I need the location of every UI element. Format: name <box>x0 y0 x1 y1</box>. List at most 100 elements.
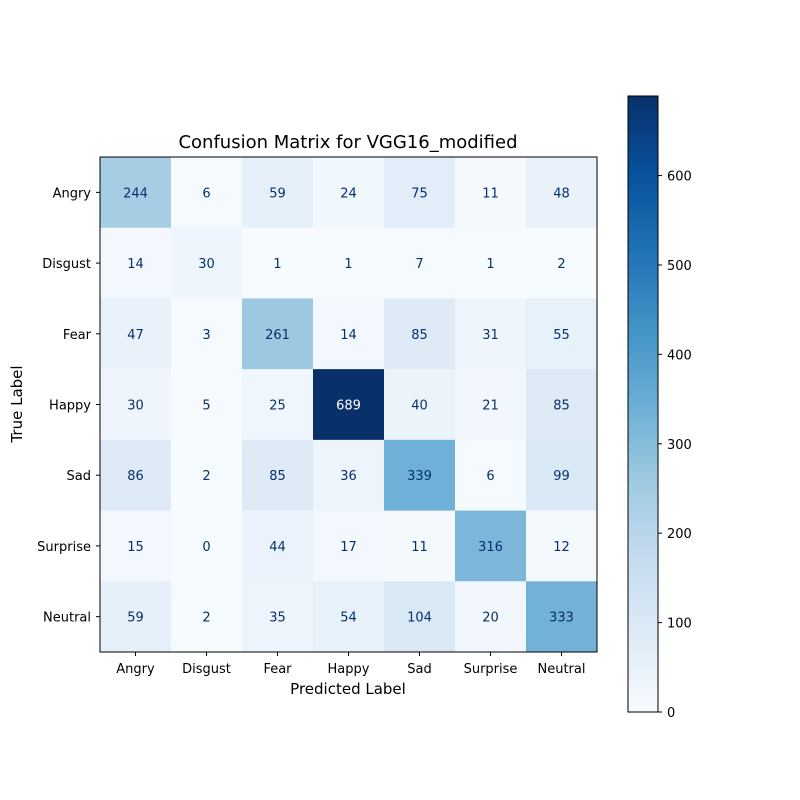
cell-value-label: 85 <box>411 328 428 343</box>
cell-value-label: 25 <box>269 399 286 414</box>
colorbar: 0 100 200 300 400 500 600 <box>627 95 692 721</box>
cell-value-label: 333 <box>549 611 574 626</box>
cell-value-label: 35 <box>269 611 286 626</box>
cell-value-label: 40 <box>411 399 428 414</box>
heatmap-cell <box>171 227 243 299</box>
heatmap-cell <box>384 439 456 512</box>
heatmap-cell <box>313 227 385 299</box>
heatmap-cell <box>313 157 385 229</box>
heatmap-cell <box>455 369 527 441</box>
heatmap-cell <box>242 227 314 299</box>
x-axis: Angry Disgust Fear Happy Sad Surprise Neutral <box>116 652 585 677</box>
heatmap-cell <box>384 581 456 653</box>
cell-value-label: 2 <box>202 611 210 626</box>
y-tick-label: Disgust <box>42 257 91 272</box>
colorbar-tick-label: 100 <box>667 617 692 632</box>
x-tick-label: Happy <box>328 662 370 677</box>
y-tick-label: Sad <box>67 469 91 484</box>
cell-value-label: 0 <box>202 540 210 555</box>
cell-value-label: 689 <box>336 399 361 414</box>
y-tick-label: Surprise <box>37 540 91 555</box>
cell-value-label: 20 <box>482 611 499 626</box>
colorbar-frame <box>627 95 659 713</box>
cell-value-label: 14 <box>127 257 144 272</box>
cell-value-label: 99 <box>553 469 570 484</box>
cell-value-label: 21 <box>482 399 499 414</box>
heatmap-cell <box>100 439 172 512</box>
cell-value-label: 36 <box>340 469 357 484</box>
cell-value-label: 2 <box>202 469 210 484</box>
cell-value-label: 47 <box>127 328 144 343</box>
heatmap-cell <box>526 510 598 582</box>
heatmap-cell <box>242 439 314 512</box>
heatmap-cell <box>242 369 314 441</box>
cell-value-label: 85 <box>269 469 286 484</box>
colorbar-tick-label: 400 <box>667 348 692 363</box>
cell-value-label: 24 <box>340 186 357 201</box>
y-tick-label: Happy <box>49 399 91 414</box>
heatmap-cell <box>384 298 456 370</box>
heatmap-cell <box>242 581 314 653</box>
cell-value-label: 59 <box>269 186 286 201</box>
cell-value-label: 30 <box>198 257 215 272</box>
heatmap-cell <box>171 581 243 653</box>
heatmap-cell <box>455 581 527 653</box>
heatmap-cell <box>384 510 456 582</box>
heatmap-cell <box>313 581 385 653</box>
heatmap-cell <box>384 227 456 299</box>
heatmap-cell <box>100 369 172 441</box>
heatmap-cell <box>384 157 456 229</box>
cell-value-label: 316 <box>478 540 503 555</box>
heatmap-cell <box>100 157 172 229</box>
heatmap-cell <box>455 298 527 370</box>
heatmap-cell <box>171 369 243 441</box>
colorbar-tick-label: 500 <box>667 259 692 274</box>
cell-value-label: 1 <box>486 257 494 272</box>
heatmap-cell <box>313 298 385 370</box>
heatmap-cell <box>100 227 172 299</box>
cell-value-label: 44 <box>269 540 286 555</box>
cell-value-label: 14 <box>340 328 357 343</box>
cell-value-label: 59 <box>127 611 144 626</box>
cell-value-label: 86 <box>127 469 144 484</box>
heatmap-cell <box>171 510 243 582</box>
x-tick-label: Fear <box>263 662 292 677</box>
cell-value-label: 6 <box>202 186 210 201</box>
cell-value-label: 85 <box>553 399 570 414</box>
x-tick-label: Sad <box>407 662 431 677</box>
heatmap-cell <box>455 157 527 229</box>
y-axis-label: True Label <box>8 365 26 443</box>
x-tick-label: Disgust <box>182 662 231 677</box>
x-tick-label: Surprise <box>464 662 518 677</box>
cell-value-label: 104 <box>407 611 432 626</box>
heatmap-cell <box>100 298 172 370</box>
cell-value-label: 31 <box>482 328 499 343</box>
x-tick-label: Angry <box>116 662 155 677</box>
cell-value-label: 1 <box>344 257 352 272</box>
heatmap-cell <box>526 298 598 370</box>
heatmap-cell <box>455 227 527 299</box>
cell-value-label: 12 <box>553 540 570 555</box>
cell-value-label: 15 <box>127 540 144 555</box>
colorbar-tick-label: 600 <box>667 170 692 185</box>
cell-value-label: 6 <box>486 469 494 484</box>
y-tick-label: Angry <box>53 186 92 201</box>
chart-title: Confusion Matrix for VGG16_modified <box>178 132 517 153</box>
heatmap-cell <box>455 510 527 582</box>
cell-value-label: 11 <box>482 186 499 201</box>
heatmap-cell <box>526 369 598 441</box>
cell-value-label: 7 <box>415 257 423 272</box>
cell-value-label: 244 <box>123 186 148 201</box>
heatmap-cell <box>313 439 385 512</box>
cell-value-label: 3 <box>202 328 210 343</box>
cell-value-label: 11 <box>411 540 428 555</box>
cell-value-label: 54 <box>340 611 357 626</box>
heatmap-cell <box>100 581 172 653</box>
x-tick-label: Neutral <box>538 662 586 677</box>
x-axis-label: Predicted Label <box>290 680 406 698</box>
colorbar-tick-label: 200 <box>667 527 692 542</box>
cell-value-label: 339 <box>407 469 432 484</box>
y-axis: Angry Disgust Fear Happy Sad Surprise Neutral <box>37 186 100 626</box>
cell-value-label: 2 <box>557 257 565 272</box>
